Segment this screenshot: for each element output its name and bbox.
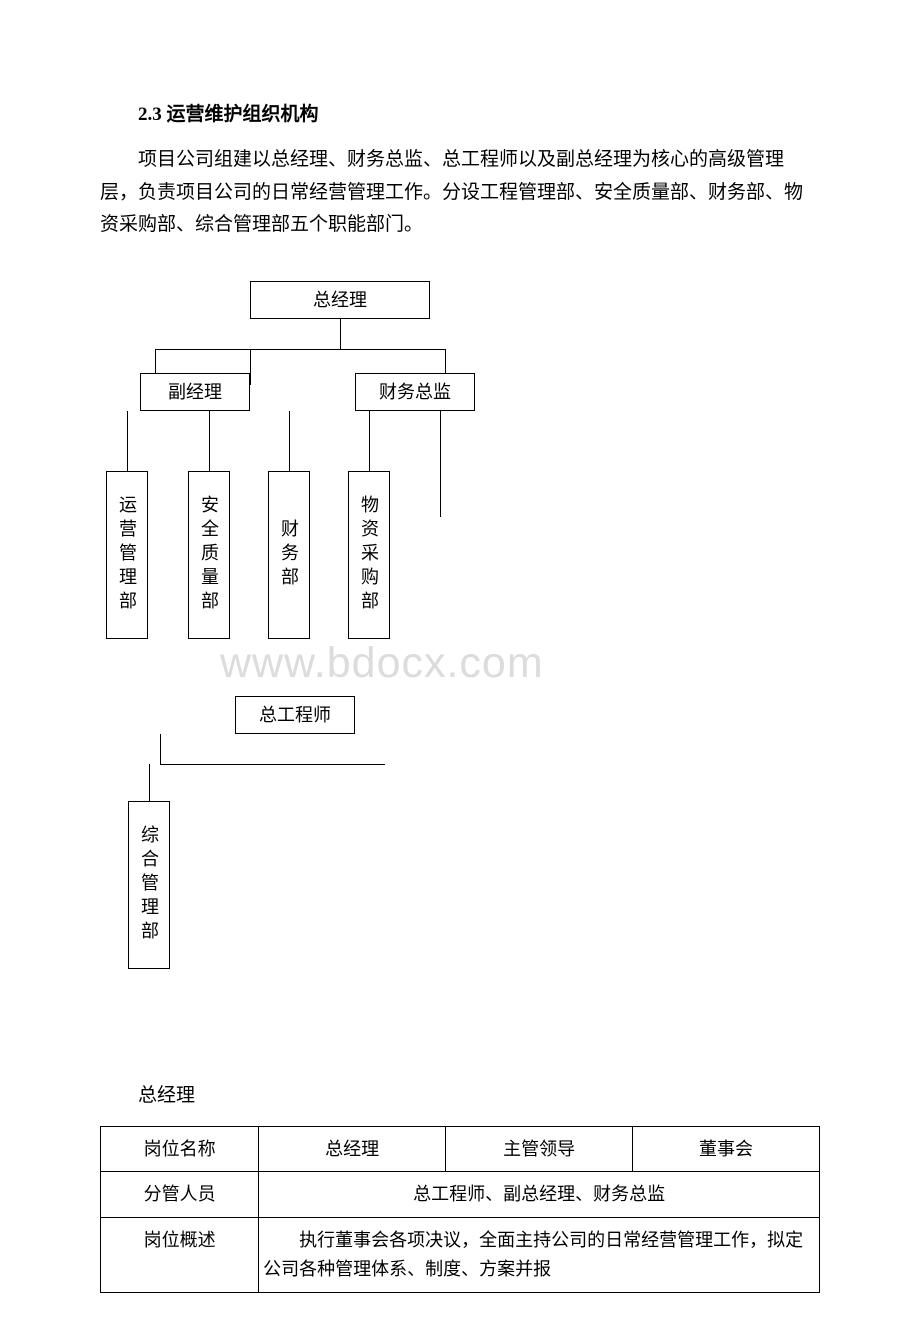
role-subheading: 总经理 (100, 1081, 820, 1111)
org-node-vgm: 副经理 (140, 373, 250, 411)
table-cell: 总经理 (259, 1126, 446, 1172)
table-cell: 岗位名称 (101, 1126, 259, 1172)
heading-number: 2.3 (138, 104, 162, 125)
watermark-text: www.bdocx.com (220, 629, 544, 698)
org-node-cfo: 财务总监 (355, 373, 475, 411)
org-node-ops: 运营管理部 (106, 471, 148, 639)
org-edge (440, 411, 441, 517)
org-node-gm: 总经理 (250, 281, 430, 319)
org-node-ce: 总工程师 (235, 696, 355, 734)
table-cell: 执行董事会各项决议，全面主持公司的日常经营管理工作，拟定公司各种管理体系、制度、… (259, 1218, 820, 1293)
org-edge (155, 349, 156, 373)
position-table: 岗位名称总经理主管领导董事会分管人员总工程师、副总经理、财务总监岗位概述执行董事… (100, 1126, 820, 1293)
org-node-material: 物资采购部 (348, 471, 390, 639)
org-edge (160, 764, 385, 765)
intro-paragraph: 项目公司组建以总经理、财务总监、总工程师以及副总经理为核心的高级管理层，负责项目… (100, 144, 820, 241)
table-cell: 董事会 (633, 1126, 820, 1172)
org-edge (369, 411, 370, 471)
org-edge (160, 734, 161, 764)
org-node-safety: 安全质量部 (188, 471, 230, 639)
org-edge (250, 349, 251, 385)
table-cell: 岗位概述 (101, 1218, 259, 1293)
table-cell: 总工程师、副总经理、财务总监 (259, 1172, 820, 1218)
org-node-finance: 财务部 (268, 471, 310, 639)
org-edge (155, 349, 445, 350)
table-row: 岗位名称总经理主管领导董事会 (101, 1126, 820, 1172)
org-edge (340, 319, 341, 349)
org-edge (289, 411, 290, 471)
org-edge (209, 411, 210, 471)
table-cell: 分管人员 (101, 1172, 259, 1218)
table-row: 岗位概述执行董事会各项决议，全面主持公司的日常经营管理工作，拟定公司各种管理体系… (101, 1218, 820, 1293)
org-node-compre: 综合管理部 (128, 801, 170, 969)
org-chart: www.bdocx.com 总经理副经理 财务总监运营管理部安全质量部财务部物资采… (100, 281, 820, 1031)
org-edge (149, 764, 150, 801)
table-cell: 主管领导 (446, 1126, 633, 1172)
heading-title: 运营维护组织机构 (167, 104, 319, 125)
section-heading: 2.3 运营维护组织机构 (100, 100, 820, 130)
table-row: 分管人员总工程师、副总经理、财务总监 (101, 1172, 820, 1218)
org-edge (127, 411, 128, 471)
org-edge (445, 349, 446, 373)
